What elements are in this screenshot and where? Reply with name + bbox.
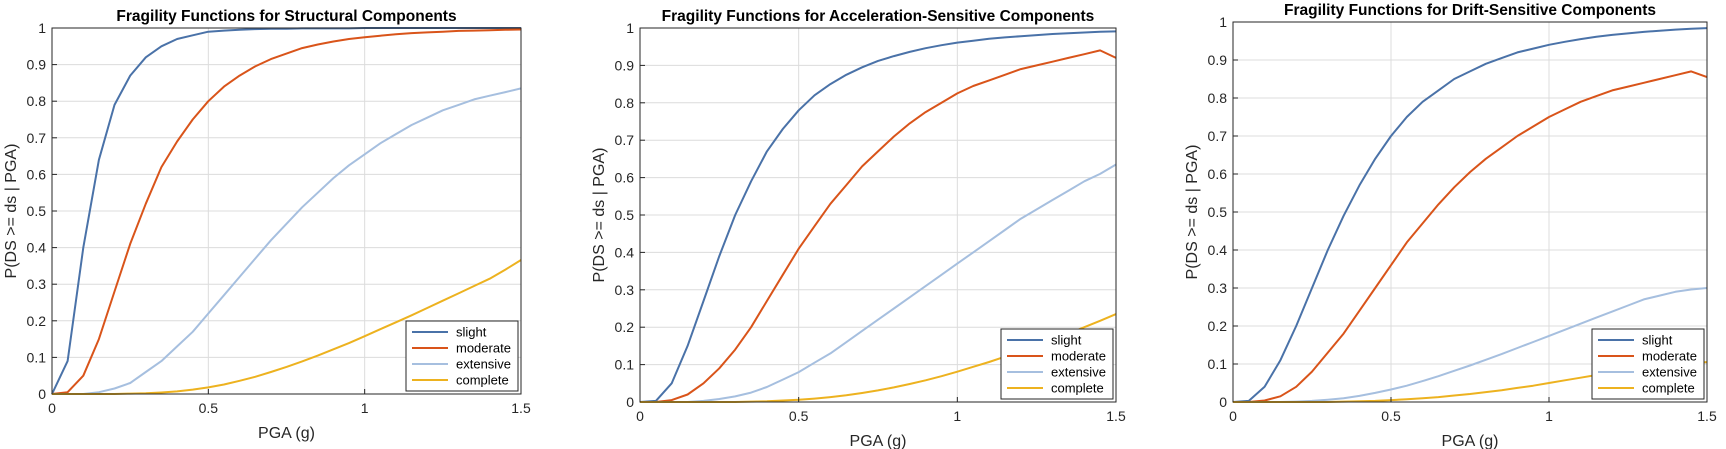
x-axis-label: PGA (g) — [258, 425, 315, 442]
chart-title: Fragility Functions for Structural Compo… — [116, 8, 456, 25]
y-tick-label: 0.5 — [1208, 204, 1228, 220]
y-tick-label: 0.4 — [615, 244, 635, 260]
series-line-moderate — [640, 49, 1117, 403]
y-tick-label: 0.2 — [615, 319, 635, 335]
y-axis-label: P(DS >= ds | PGA) — [591, 148, 608, 283]
y-tick-label: 0.9 — [615, 57, 635, 73]
x-tick-label: 0 — [1229, 408, 1237, 424]
y-tick-label: 0.2 — [1208, 318, 1228, 334]
x-tick-label: 1 — [1545, 408, 1553, 424]
y-tick-label: 0.3 — [27, 276, 47, 292]
y-tick-label: 0.5 — [27, 203, 47, 219]
legend-label-slight: slight — [1642, 333, 1673, 348]
series-line-moderate — [1233, 70, 1708, 403]
legend-label-slight: slight — [1051, 333, 1082, 348]
x-tick-label: 1.5 — [511, 400, 531, 416]
chart-title: Fragility Functions for Drift-Sensitive … — [1284, 2, 1656, 19]
x-tick-label: 1.5 — [1697, 408, 1717, 424]
y-tick-label: 0.6 — [615, 170, 635, 186]
y-tick-label: 0.7 — [615, 132, 635, 148]
y-axis-label: P(DS >= ds | PGA) — [3, 144, 20, 279]
y-tick-label: 0.3 — [1208, 280, 1228, 296]
x-tick-label: 0.5 — [1381, 408, 1401, 424]
legend-label-slight: slight — [456, 325, 487, 340]
y-tick-label: 0 — [38, 386, 46, 402]
y-tick-label: 0.1 — [1208, 356, 1228, 372]
y-tick-label: 0.9 — [1208, 52, 1228, 68]
y-tick-label: 0.8 — [615, 95, 635, 111]
legend-label-complete: complete — [1051, 381, 1104, 396]
chart-panel-3: 0 0.1 0.2 0.3 0.4 0.5 0.6 0.7 0.8 0.9 1 0 0.5 1 1.5 Fra… — [1184, 2, 1717, 449]
series-line-slight — [639, 30, 1117, 403]
y-tick-label: 0.7 — [27, 130, 47, 146]
legend-label-moderate: moderate — [1642, 349, 1697, 364]
series-line-moderate — [51, 28, 522, 395]
legend-label-complete: complete — [456, 373, 509, 388]
y-tick-label: 1 — [626, 20, 634, 36]
y-tick-label: 0.5 — [615, 207, 635, 223]
y-tick-label: 0.6 — [27, 166, 47, 182]
x-tick-label: 1 — [953, 408, 961, 424]
series-line-extensive — [1233, 287, 1708, 403]
series-line-extensive — [640, 163, 1117, 403]
x-axis-label: PGA (g) — [850, 433, 907, 449]
legend-label-extensive: extensive — [456, 357, 511, 372]
x-tick-label: 0.5 — [199, 400, 219, 416]
x-tick-label: 0 — [48, 400, 56, 416]
y-tick-label: 0.1 — [615, 357, 635, 373]
x-tick-label: 0.5 — [789, 408, 809, 424]
y-tick-label: 0.8 — [1208, 90, 1228, 106]
legend-label-moderate: moderate — [1051, 349, 1106, 364]
y-tick-label: 0.9 — [27, 57, 47, 73]
y-tick-label: 0.2 — [27, 313, 47, 329]
y-tick-label: 0.1 — [27, 349, 47, 365]
y-tick-label: 0.6 — [1208, 166, 1228, 182]
y-tick-label: 1 — [1219, 14, 1227, 30]
y-tick-label: 0.7 — [1208, 128, 1228, 144]
x-tick-label: 0 — [636, 408, 644, 424]
legend-label-moderate: moderate — [456, 341, 511, 356]
x-tick-label: 1.5 — [1106, 408, 1126, 424]
legend-label-extensive: extensive — [1642, 365, 1697, 380]
x-axis-label: PGA (g) — [1442, 433, 1499, 449]
y-tick-label: 0 — [626, 394, 634, 410]
legend-label-complete: complete — [1642, 381, 1695, 396]
y-tick-label: 1 — [38, 20, 46, 36]
chart-panel-2: 0 0.1 0.2 0.3 0.4 0.5 0.6 0.7 0.8 0.9 1 0 0.5 1 1.5 Fra… — [591, 8, 1126, 449]
y-tick-label: 0 — [1219, 394, 1227, 410]
series-line-slight — [1232, 27, 1708, 403]
y-tick-label: 0.4 — [1208, 242, 1228, 258]
series-line-extensive — [52, 87, 522, 395]
y-tick-label: 0.8 — [27, 93, 47, 109]
y-axis-label: P(DS >= ds | PGA) — [1184, 145, 1201, 280]
chart-title: Fragility Functions for Acceleration-Sen… — [662, 8, 1095, 25]
legend-label-extensive: extensive — [1051, 365, 1106, 380]
x-tick-label: 1 — [361, 400, 369, 416]
y-tick-label: 0.4 — [27, 240, 47, 256]
chart-panel-1: 0 0.1 0.2 0.3 0.4 0.5 0.6 0.7 0.8 0.9 1 0 0.5 1 1.5 Fra… — [3, 8, 531, 442]
y-tick-label: 0.3 — [615, 282, 635, 298]
